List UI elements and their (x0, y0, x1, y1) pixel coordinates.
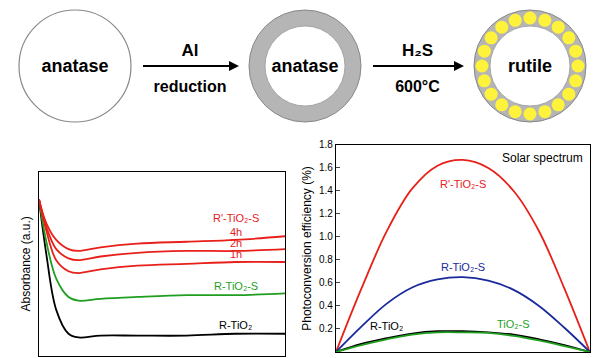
svg-text:R-TiO₂: R-TiO₂ (219, 319, 252, 331)
svg-text:R-TiO₂: R-TiO₂ (370, 320, 403, 332)
svg-text:0.2: 0.2 (319, 323, 333, 334)
svg-text:R-TiO₂-S: R-TiO₂-S (441, 261, 485, 273)
svg-text:rutile: rutile (508, 56, 552, 76)
svg-text:Solar spectrum: Solar spectrum (502, 151, 583, 165)
svg-text:0.6: 0.6 (319, 277, 333, 288)
svg-text:1.0: 1.0 (319, 231, 333, 242)
svg-text:anatase: anatase (41, 56, 108, 76)
svg-text:reduction: reduction (154, 78, 227, 95)
svg-text:R'-TiO₂-S: R'-TiO₂-S (213, 212, 259, 224)
svg-text:0.4: 0.4 (319, 300, 333, 311)
svg-text:Absorbance (a.u.): Absorbance (a.u.) (19, 216, 33, 311)
svg-text:0.8: 0.8 (319, 254, 333, 265)
svg-text:600°C: 600°C (395, 78, 440, 95)
svg-text:4h: 4h (230, 226, 242, 238)
svg-text:1.8: 1.8 (319, 139, 333, 150)
svg-text:1.4: 1.4 (319, 185, 333, 196)
svg-text:Photoconversion efficiency (%): Photoconversion efficiency (%) (300, 166, 314, 331)
svg-text:R'-TiO₂-S: R'-TiO₂-S (440, 178, 486, 190)
svg-text:TiO₂-S: TiO₂-S (497, 318, 530, 330)
svg-text:1h: 1h (230, 248, 242, 260)
svg-text:1.2: 1.2 (319, 208, 333, 219)
svg-text:Al: Al (182, 41, 199, 60)
svg-text:2h: 2h (230, 237, 242, 249)
svg-text:1.6: 1.6 (319, 162, 333, 173)
svg-text:R-TiO₂-S: R-TiO₂-S (214, 280, 258, 292)
svg-text:H₂S: H₂S (402, 41, 433, 60)
svg-text:anatase: anatase (271, 56, 338, 76)
